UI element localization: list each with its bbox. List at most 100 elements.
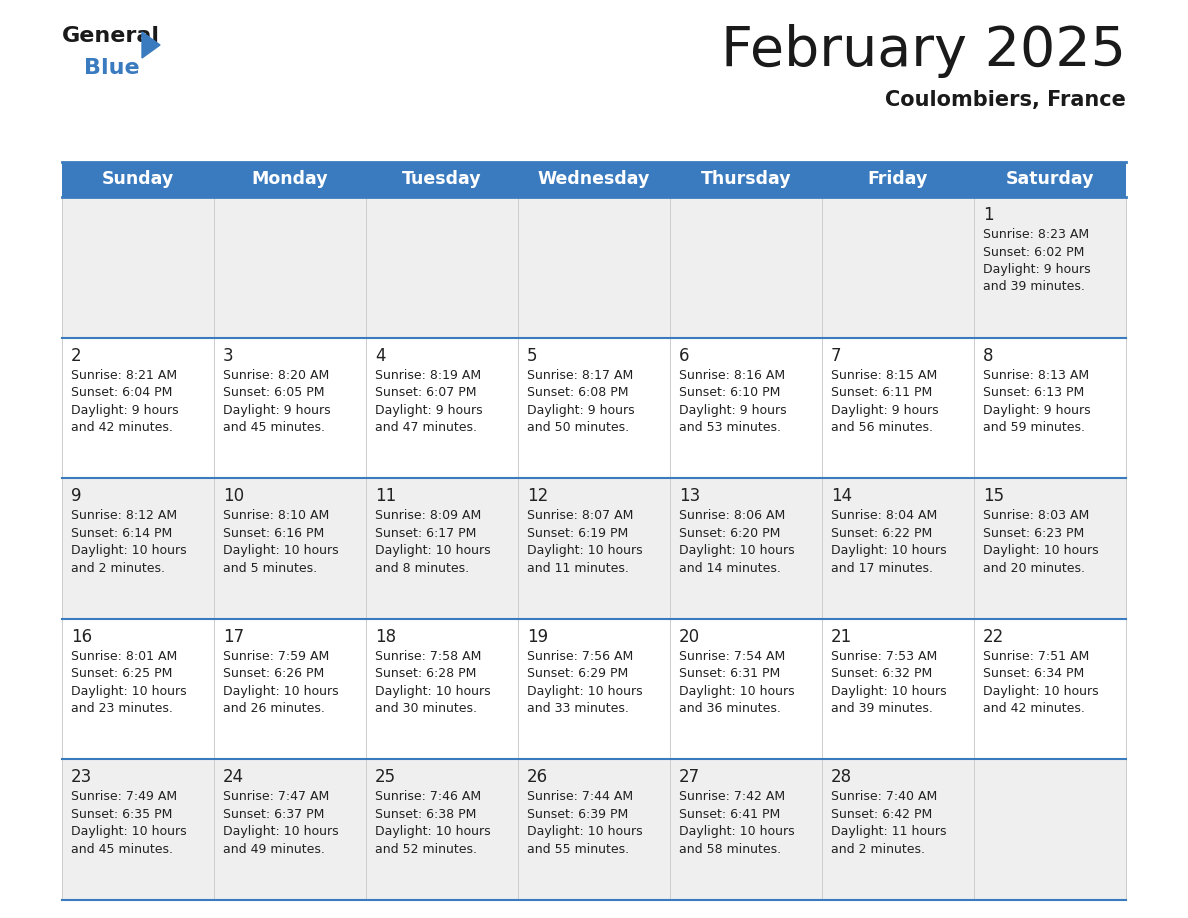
Text: Sunrise: 7:46 AM: Sunrise: 7:46 AM [375,790,481,803]
Text: 5: 5 [527,347,537,364]
Text: Daylight: 9 hours: Daylight: 9 hours [982,263,1091,276]
Text: 7: 7 [830,347,841,364]
Text: 26: 26 [527,768,548,787]
FancyBboxPatch shape [366,338,518,478]
Text: and 50 minutes.: and 50 minutes. [527,421,630,434]
Text: and 2 minutes.: and 2 minutes. [830,843,925,856]
Text: Sunset: 6:38 PM: Sunset: 6:38 PM [375,808,476,821]
Text: Daylight: 10 hours: Daylight: 10 hours [375,685,491,698]
Text: Sunset: 6:23 PM: Sunset: 6:23 PM [982,527,1085,540]
Text: Sunset: 6:14 PM: Sunset: 6:14 PM [71,527,172,540]
Text: Wednesday: Wednesday [538,171,650,188]
FancyBboxPatch shape [214,197,366,338]
Text: Sunset: 6:20 PM: Sunset: 6:20 PM [680,527,781,540]
Text: and 11 minutes.: and 11 minutes. [527,562,628,575]
Text: Daylight: 9 hours: Daylight: 9 hours [982,404,1091,417]
Text: Daylight: 10 hours: Daylight: 10 hours [71,544,187,557]
Text: Monday: Monday [252,171,328,188]
Text: Sunset: 6:08 PM: Sunset: 6:08 PM [527,386,628,399]
FancyBboxPatch shape [518,338,670,478]
Text: Daylight: 10 hours: Daylight: 10 hours [375,544,491,557]
Polygon shape [143,32,160,58]
Text: Daylight: 9 hours: Daylight: 9 hours [71,404,178,417]
Text: Daylight: 9 hours: Daylight: 9 hours [375,404,482,417]
Text: 17: 17 [223,628,244,645]
Text: Sunrise: 7:56 AM: Sunrise: 7:56 AM [527,650,633,663]
FancyBboxPatch shape [214,759,366,900]
Text: 6: 6 [680,347,689,364]
Text: Sunset: 6:25 PM: Sunset: 6:25 PM [71,667,172,680]
Text: 2: 2 [71,347,82,364]
Text: Sunset: 6:41 PM: Sunset: 6:41 PM [680,808,781,821]
Text: Daylight: 10 hours: Daylight: 10 hours [830,685,947,698]
Text: and 55 minutes.: and 55 minutes. [527,843,630,856]
Text: and 52 minutes.: and 52 minutes. [375,843,478,856]
Text: and 36 minutes.: and 36 minutes. [680,702,781,715]
Text: Sunset: 6:39 PM: Sunset: 6:39 PM [527,808,628,821]
FancyBboxPatch shape [822,619,974,759]
Text: Daylight: 9 hours: Daylight: 9 hours [223,404,330,417]
Text: and 47 minutes.: and 47 minutes. [375,421,478,434]
Text: Sunrise: 8:01 AM: Sunrise: 8:01 AM [71,650,177,663]
Text: and 20 minutes.: and 20 minutes. [982,562,1085,575]
FancyBboxPatch shape [670,197,822,338]
FancyBboxPatch shape [214,338,366,478]
Text: Sunset: 6:10 PM: Sunset: 6:10 PM [680,386,781,399]
FancyBboxPatch shape [62,162,1126,197]
Text: Daylight: 11 hours: Daylight: 11 hours [830,825,947,838]
Text: Sunset: 6:35 PM: Sunset: 6:35 PM [71,808,172,821]
Text: Daylight: 10 hours: Daylight: 10 hours [527,825,643,838]
Text: Sunset: 6:28 PM: Sunset: 6:28 PM [375,667,476,680]
Text: Sunrise: 8:03 AM: Sunrise: 8:03 AM [982,509,1089,522]
Text: Coulombiers, France: Coulombiers, France [885,90,1126,110]
FancyBboxPatch shape [518,759,670,900]
Text: Sunrise: 8:15 AM: Sunrise: 8:15 AM [830,369,937,382]
Text: February 2025: February 2025 [721,24,1126,78]
Text: Sunset: 6:11 PM: Sunset: 6:11 PM [830,386,933,399]
Text: 28: 28 [830,768,852,787]
Text: Daylight: 10 hours: Daylight: 10 hours [982,544,1099,557]
Text: Sunrise: 8:16 AM: Sunrise: 8:16 AM [680,369,785,382]
FancyBboxPatch shape [974,619,1126,759]
Text: Sunset: 6:16 PM: Sunset: 6:16 PM [223,527,324,540]
Text: Sunrise: 8:21 AM: Sunrise: 8:21 AM [71,369,177,382]
Text: Daylight: 10 hours: Daylight: 10 hours [680,544,795,557]
Text: 14: 14 [830,487,852,505]
Text: 21: 21 [830,628,852,645]
Text: Blue: Blue [84,58,140,78]
Text: 24: 24 [223,768,244,787]
Text: Daylight: 9 hours: Daylight: 9 hours [830,404,939,417]
FancyBboxPatch shape [822,197,974,338]
Text: 4: 4 [375,347,385,364]
Text: Sunset: 6:26 PM: Sunset: 6:26 PM [223,667,324,680]
Text: Sunrise: 7:59 AM: Sunrise: 7:59 AM [223,650,329,663]
Text: Sunrise: 8:09 AM: Sunrise: 8:09 AM [375,509,481,522]
Text: Sunrise: 7:44 AM: Sunrise: 7:44 AM [527,790,633,803]
Text: Sunset: 6:07 PM: Sunset: 6:07 PM [375,386,476,399]
Text: Sunrise: 8:10 AM: Sunrise: 8:10 AM [223,509,329,522]
FancyBboxPatch shape [822,338,974,478]
Text: and 26 minutes.: and 26 minutes. [223,702,324,715]
Text: Sunrise: 7:51 AM: Sunrise: 7:51 AM [982,650,1089,663]
Text: Daylight: 10 hours: Daylight: 10 hours [527,685,643,698]
Text: Sunset: 6:02 PM: Sunset: 6:02 PM [982,245,1085,259]
Text: Sunrise: 8:04 AM: Sunrise: 8:04 AM [830,509,937,522]
Text: Daylight: 9 hours: Daylight: 9 hours [527,404,634,417]
Text: Sunset: 6:05 PM: Sunset: 6:05 PM [223,386,324,399]
Text: Sunset: 6:19 PM: Sunset: 6:19 PM [527,527,628,540]
FancyBboxPatch shape [214,478,366,619]
Text: Daylight: 10 hours: Daylight: 10 hours [982,685,1099,698]
FancyBboxPatch shape [974,759,1126,900]
Text: and 56 minutes.: and 56 minutes. [830,421,933,434]
Text: Daylight: 10 hours: Daylight: 10 hours [375,825,491,838]
Text: Daylight: 10 hours: Daylight: 10 hours [71,825,187,838]
Text: Sunset: 6:31 PM: Sunset: 6:31 PM [680,667,781,680]
Text: 19: 19 [527,628,548,645]
FancyBboxPatch shape [822,759,974,900]
Text: Tuesday: Tuesday [403,171,482,188]
Text: and 58 minutes.: and 58 minutes. [680,843,782,856]
Text: 12: 12 [527,487,548,505]
Text: 23: 23 [71,768,93,787]
Text: 1: 1 [982,206,993,224]
Text: and 14 minutes.: and 14 minutes. [680,562,781,575]
